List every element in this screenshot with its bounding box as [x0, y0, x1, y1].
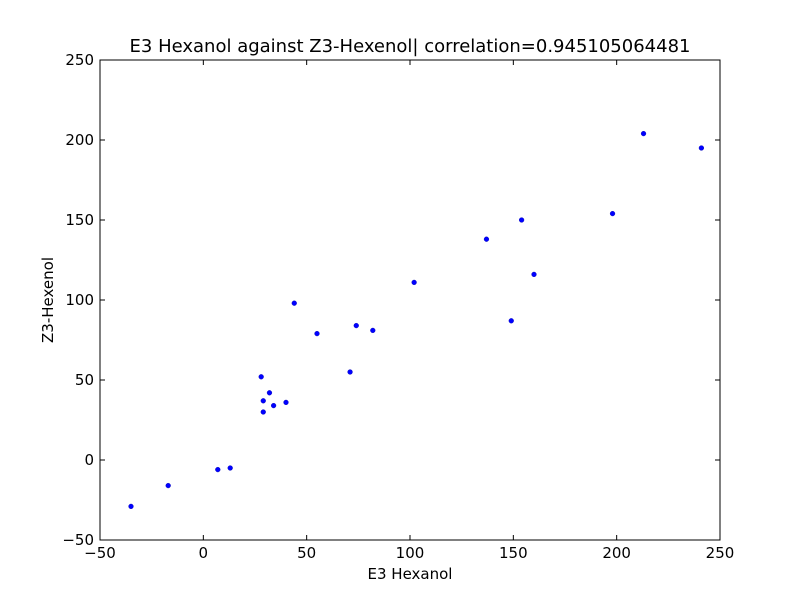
data-point [128, 503, 134, 510]
x-tick-label: 250 [706, 544, 735, 562]
data-point [260, 398, 266, 404]
data-point [291, 300, 297, 306]
data-point [260, 409, 266, 415]
data-point [215, 467, 221, 473]
axis-ticks: −50 0 50 100 150 200 250 −50 0 50 100 150 200 250 [62, 51, 734, 562]
data-point [370, 327, 376, 334]
data-point [258, 374, 264, 380]
y-tick-label: 0 [84, 451, 94, 469]
data-point [227, 465, 233, 471]
y-tick-label: 100 [65, 291, 94, 309]
x-tick-label: 50 [297, 544, 316, 562]
data-point [483, 236, 490, 242]
x-tick-label: 0 [199, 544, 209, 562]
data-point [165, 483, 171, 489]
data-point [314, 331, 320, 337]
data-points [128, 131, 705, 510]
x-tick-label: 150 [499, 544, 528, 562]
plot-area-frame [99, 59, 721, 541]
y-tick-label: 200 [65, 131, 94, 149]
x-tick-label: 200 [602, 544, 631, 562]
data-point [609, 211, 616, 217]
data-point [411, 279, 417, 286]
y-axis-label: Z3-Hexenol [39, 257, 57, 343]
data-point [640, 131, 647, 137]
x-tick-label: −50 [84, 544, 116, 562]
y-tick-label: 50 [75, 371, 94, 389]
x-axis-label: E3 Hexanol [368, 565, 453, 583]
data-point [347, 369, 353, 375]
chart-title: E3 Hexanol against Z3-Hexenol| correlati… [130, 36, 691, 57]
y-tick-label: 250 [65, 51, 94, 69]
data-point [353, 323, 359, 329]
data-point [698, 145, 705, 151]
data-point [531, 271, 537, 278]
data-point [266, 390, 273, 396]
data-point [283, 399, 289, 406]
data-point [518, 217, 525, 223]
x-tick-label: 100 [396, 544, 425, 562]
data-point [508, 318, 514, 324]
data-point [271, 403, 277, 409]
y-tick-label: −50 [62, 531, 94, 549]
y-tick-label: 150 [65, 211, 94, 229]
